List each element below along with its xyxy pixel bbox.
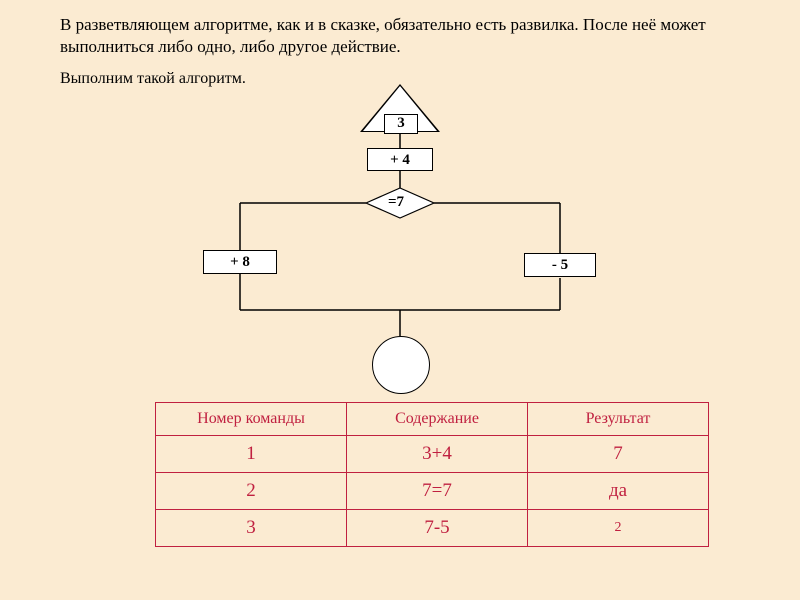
table-cell: 2: [156, 473, 347, 510]
step1-label: + 4: [390, 152, 410, 168]
flowchart: 3 + 4 =7 + 8 - 5: [150, 70, 650, 390]
table-cell: 7-5: [347, 510, 528, 547]
table-header-row: Номер команды Содержание Результат: [156, 403, 709, 436]
table-cell: 7=7: [347, 473, 528, 510]
table-cell: 7: [528, 436, 709, 473]
table-cell: 2: [528, 510, 709, 547]
branch-left-box: + 8: [203, 250, 277, 274]
table-row: 13+47: [156, 436, 709, 473]
branch-left-label: + 8: [230, 254, 250, 270]
col-header-number: Номер команды: [156, 403, 347, 436]
table-cell: 3+4: [347, 436, 528, 473]
col-header-content: Содержание: [347, 403, 528, 436]
table-row: 37-52: [156, 510, 709, 547]
table-cell: 1: [156, 436, 347, 473]
branch-right-label: - 5: [552, 257, 568, 273]
step1-box: + 4: [367, 148, 433, 171]
intro-text: В разветвляющем алгоритме, как и в сказк…: [60, 14, 750, 58]
start-value: 3: [397, 115, 405, 131]
table-cell: 3: [156, 510, 347, 547]
table-cell: да: [528, 473, 709, 510]
col-header-result: Результат: [528, 403, 709, 436]
condition-label: =7: [388, 194, 404, 211]
branch-right-box: - 5: [524, 253, 596, 277]
result-table: Номер команды Содержание Результат 13+47…: [155, 402, 709, 547]
start-value-box: 3: [384, 114, 418, 134]
table-row: 27=7да: [156, 473, 709, 510]
condition-text: =7: [388, 194, 404, 210]
end-circle: [372, 336, 430, 394]
